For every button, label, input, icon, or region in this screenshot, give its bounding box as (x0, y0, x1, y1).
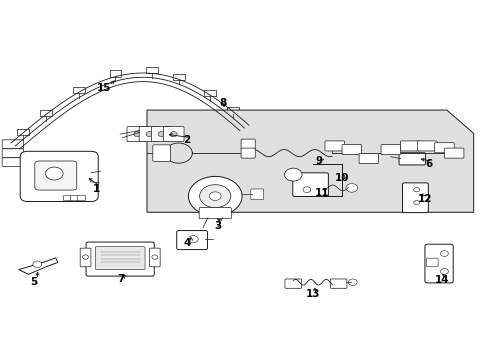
FancyBboxPatch shape (80, 248, 91, 267)
Circle shape (146, 132, 153, 136)
Polygon shape (147, 110, 473, 212)
Bar (70, 195, 78, 200)
FancyBboxPatch shape (380, 144, 400, 154)
FancyBboxPatch shape (325, 141, 344, 151)
Circle shape (158, 132, 164, 136)
Text: 3: 3 (214, 221, 221, 230)
Bar (40, 110, 52, 116)
Circle shape (413, 188, 419, 192)
Polygon shape (19, 258, 58, 274)
FancyBboxPatch shape (434, 143, 453, 153)
Text: 14: 14 (434, 275, 448, 285)
FancyBboxPatch shape (341, 144, 361, 154)
FancyBboxPatch shape (330, 279, 346, 288)
FancyBboxPatch shape (417, 141, 436, 151)
Text: 1: 1 (93, 184, 100, 194)
FancyBboxPatch shape (149, 248, 160, 267)
Text: 13: 13 (305, 289, 319, 299)
Circle shape (170, 132, 177, 136)
Circle shape (188, 235, 198, 243)
Text: 6: 6 (425, 159, 431, 169)
FancyBboxPatch shape (151, 127, 171, 141)
Text: 2: 2 (183, 135, 190, 145)
Circle shape (345, 184, 357, 192)
FancyBboxPatch shape (153, 145, 170, 161)
FancyBboxPatch shape (176, 230, 207, 249)
Circle shape (284, 168, 302, 181)
Text: 7: 7 (117, 274, 124, 284)
FancyBboxPatch shape (241, 139, 255, 149)
Circle shape (82, 255, 88, 259)
FancyBboxPatch shape (20, 151, 98, 202)
Bar (62, 195, 70, 200)
FancyBboxPatch shape (250, 189, 263, 200)
Bar (146, 67, 158, 73)
Circle shape (134, 132, 141, 136)
FancyBboxPatch shape (424, 244, 452, 283)
FancyBboxPatch shape (199, 208, 231, 219)
Text: 10: 10 (334, 173, 348, 183)
FancyBboxPatch shape (241, 148, 255, 158)
Circle shape (440, 251, 447, 256)
Bar (77, 195, 85, 200)
Text: 8: 8 (219, 98, 226, 108)
Circle shape (303, 187, 310, 193)
Circle shape (440, 269, 447, 274)
Circle shape (188, 176, 242, 216)
Bar (73, 87, 84, 93)
FancyBboxPatch shape (292, 173, 328, 197)
Bar (226, 107, 238, 114)
Text: 4: 4 (183, 238, 191, 248)
FancyBboxPatch shape (95, 247, 145, 270)
Circle shape (347, 279, 356, 285)
Circle shape (152, 255, 158, 259)
Bar (173, 73, 184, 80)
FancyBboxPatch shape (139, 127, 159, 141)
FancyBboxPatch shape (127, 127, 147, 141)
FancyBboxPatch shape (2, 140, 23, 148)
FancyBboxPatch shape (400, 141, 419, 151)
FancyBboxPatch shape (2, 149, 23, 157)
Text: 11: 11 (315, 188, 329, 198)
FancyBboxPatch shape (358, 153, 378, 163)
FancyBboxPatch shape (285, 279, 301, 288)
Text: 5: 5 (30, 277, 38, 287)
FancyBboxPatch shape (163, 127, 183, 141)
Circle shape (413, 201, 419, 205)
FancyBboxPatch shape (402, 183, 427, 213)
Bar (17, 129, 29, 135)
Circle shape (209, 192, 221, 201)
Bar (203, 90, 215, 96)
Circle shape (33, 261, 41, 267)
Circle shape (199, 185, 230, 208)
Circle shape (45, 167, 63, 180)
Text: 9: 9 (314, 156, 322, 166)
FancyBboxPatch shape (2, 158, 23, 166)
FancyBboxPatch shape (444, 148, 463, 158)
Bar (109, 71, 121, 77)
Text: 15: 15 (97, 83, 112, 93)
FancyBboxPatch shape (426, 258, 437, 267)
Text: 12: 12 (417, 194, 431, 204)
FancyBboxPatch shape (35, 161, 77, 190)
FancyBboxPatch shape (86, 242, 154, 276)
FancyBboxPatch shape (398, 153, 425, 165)
